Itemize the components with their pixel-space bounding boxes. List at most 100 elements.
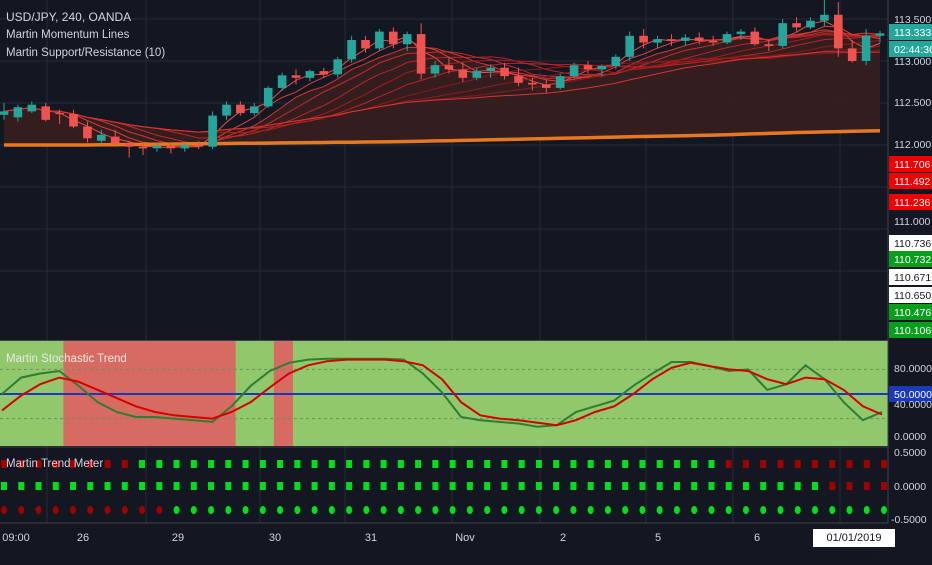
- candle-body: [347, 40, 356, 60]
- time-label: 5: [655, 532, 661, 544]
- stoch-signal-line: [1, 358, 883, 427]
- trend-square: [587, 482, 594, 490]
- trend-dot: [397, 506, 404, 514]
- price-badge: [889, 304, 932, 320]
- trend-dot: [725, 506, 732, 514]
- trend-square: [432, 482, 439, 490]
- trend-dot: [846, 506, 853, 514]
- trend-square: [829, 460, 836, 468]
- price-label: 110.736: [894, 238, 931, 250]
- candle-body: [389, 31, 398, 45]
- trend-square: [259, 460, 266, 468]
- trend-square: [311, 460, 318, 468]
- trend-square: [466, 460, 473, 468]
- trend-square: [208, 482, 215, 490]
- trend-square: [881, 482, 887, 490]
- candle-body: [722, 34, 732, 43]
- trend-square: [673, 482, 680, 490]
- trend-square: [570, 482, 577, 490]
- trend-square: [708, 460, 715, 468]
- price-pane[interactable]: [0, 0, 885, 158]
- stochastic-pane[interactable]: [0, 341, 888, 446]
- trend-square: [725, 460, 732, 468]
- trend-square: [604, 482, 611, 490]
- trend-dot: [35, 506, 42, 514]
- trend-dot: [259, 506, 266, 514]
- trend-square: [794, 482, 801, 490]
- slow-ema-line: [4, 128, 881, 147]
- trend-square: [501, 460, 508, 468]
- crosshair-date-badge: 01/01/2019 17:00: [812, 528, 896, 562]
- candle-body: [542, 84, 551, 88]
- trend-dot: [484, 506, 491, 514]
- trend-dot: [70, 506, 77, 514]
- momentum-line: [3, 29, 881, 147]
- candle-body: [458, 69, 468, 78]
- candle-body: [97, 134, 106, 141]
- trend-square: [173, 460, 180, 468]
- trend-dot: [121, 506, 128, 514]
- trend-dot: [328, 506, 335, 514]
- candle-body: [83, 126, 92, 139]
- candle-body: [69, 113, 78, 127]
- candle-body: [764, 44, 774, 46]
- momentum-line: [3, 20, 881, 149]
- trend-square: [139, 460, 146, 468]
- stoch-axis-label: 50.0000: [894, 389, 932, 401]
- trend-square: [725, 482, 732, 490]
- time-label: 31: [365, 532, 377, 544]
- candle-body: [875, 33, 885, 36]
- candle-body: [208, 115, 217, 147]
- candle-body: [528, 82, 537, 85]
- trend-square: [346, 460, 353, 468]
- trend-square: [656, 460, 663, 468]
- trend-square: [811, 460, 818, 468]
- candle-body: [124, 143, 134, 147]
- price-label: 112.500: [894, 97, 931, 109]
- trend-square: [328, 460, 335, 468]
- trend-square: [294, 482, 301, 490]
- trend-dot: [173, 506, 180, 514]
- indicator-label-momentum: Martin Momentum Lines: [6, 29, 130, 41]
- trend-dot: [760, 506, 767, 514]
- candle-body: [583, 65, 593, 70]
- time-axis[interactable]: 09:00 26 29 30 31 Nov 2 5 6: [0, 522, 888, 544]
- price-badge: [889, 235, 932, 251]
- stoch-pane-title: Martin Stochastic Trend: [6, 353, 127, 365]
- trend-dot: [190, 506, 197, 514]
- trend-dot: [242, 506, 249, 514]
- trend-dot: [380, 506, 387, 514]
- candle-body: [333, 59, 342, 75]
- trend-meter-pane[interactable]: [1, 460, 887, 514]
- trend-square: [535, 460, 542, 468]
- trend-dot: [156, 506, 163, 514]
- trend-square: [881, 460, 887, 468]
- trend-square: [380, 482, 387, 490]
- candle-body: [708, 40, 718, 43]
- trend-square: [587, 460, 594, 468]
- trend-square: [104, 482, 111, 490]
- trend-square: [449, 482, 456, 490]
- trend-dot: [881, 506, 887, 514]
- trend-square: [449, 460, 456, 468]
- trend-square: [484, 482, 491, 490]
- trend-square: [777, 460, 784, 468]
- price-label: 112.000: [894, 139, 931, 151]
- trend-square: [397, 460, 404, 468]
- trend-square: [311, 482, 318, 490]
- trend-dot: [139, 506, 146, 514]
- trend-square: [277, 460, 284, 468]
- trend-square: [535, 482, 542, 490]
- trend-dot: [277, 506, 284, 514]
- candle-body: [250, 106, 259, 114]
- trend-dot: [294, 506, 301, 514]
- price-label: 111.706: [894, 159, 931, 171]
- trend-square: [622, 460, 629, 468]
- candle-body: [402, 34, 412, 45]
- candle-body: [166, 145, 176, 149]
- time-label: 26: [77, 532, 89, 544]
- trend-dot: [811, 506, 818, 514]
- trend-square: [466, 482, 473, 490]
